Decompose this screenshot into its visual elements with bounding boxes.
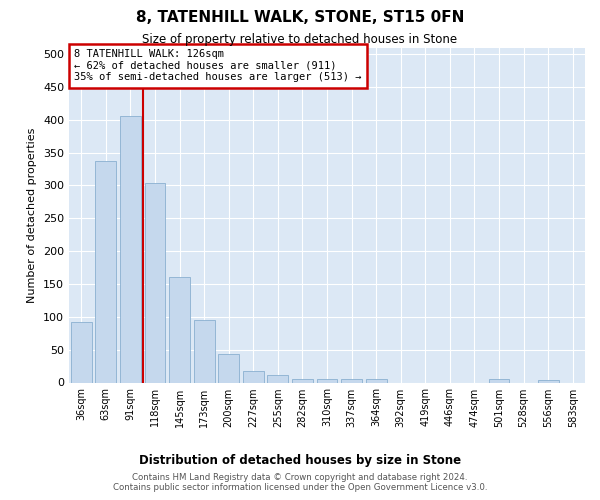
Bar <box>145 184 166 382</box>
Bar <box>95 161 116 382</box>
Bar <box>243 372 264 382</box>
Bar <box>120 116 141 382</box>
Bar <box>538 380 559 382</box>
Text: Distribution of detached houses by size in Stone: Distribution of detached houses by size … <box>139 454 461 467</box>
Bar <box>194 320 215 382</box>
Bar <box>341 379 362 382</box>
Text: 8, TATENHILL WALK, STONE, ST15 0FN: 8, TATENHILL WALK, STONE, ST15 0FN <box>136 10 464 25</box>
Bar <box>488 379 509 382</box>
Bar <box>317 379 337 382</box>
Bar <box>365 379 386 382</box>
Bar <box>169 278 190 382</box>
Bar <box>218 354 239 382</box>
Text: Contains HM Land Registry data © Crown copyright and database right 2024.
Contai: Contains HM Land Registry data © Crown c… <box>113 473 487 492</box>
Text: Size of property relative to detached houses in Stone: Size of property relative to detached ho… <box>142 32 458 46</box>
Y-axis label: Number of detached properties: Number of detached properties <box>28 128 37 302</box>
Bar <box>292 378 313 382</box>
Text: 8 TATENHILL WALK: 126sqm
← 62% of detached houses are smaller (911)
35% of semi-: 8 TATENHILL WALK: 126sqm ← 62% of detach… <box>74 49 362 82</box>
Bar <box>268 376 289 382</box>
Bar <box>71 322 92 382</box>
